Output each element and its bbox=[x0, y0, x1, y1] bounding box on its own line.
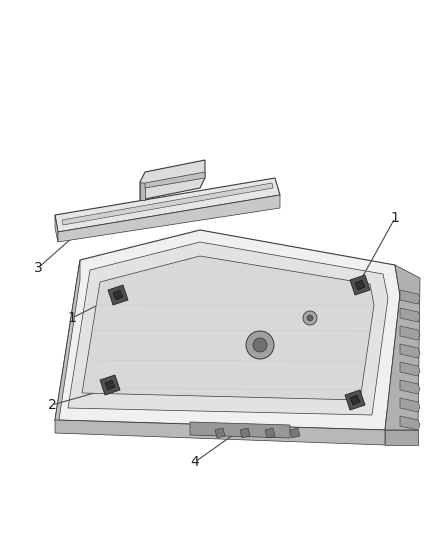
Polygon shape bbox=[400, 380, 420, 394]
Polygon shape bbox=[58, 195, 280, 242]
Polygon shape bbox=[140, 182, 145, 200]
Polygon shape bbox=[190, 422, 290, 438]
Polygon shape bbox=[105, 380, 115, 390]
Text: 4: 4 bbox=[191, 455, 199, 469]
Polygon shape bbox=[350, 395, 360, 405]
Polygon shape bbox=[55, 178, 280, 232]
Polygon shape bbox=[400, 398, 420, 412]
Polygon shape bbox=[140, 160, 205, 200]
Circle shape bbox=[253, 338, 267, 352]
Polygon shape bbox=[62, 183, 273, 225]
Polygon shape bbox=[345, 390, 365, 410]
Polygon shape bbox=[55, 260, 80, 433]
Polygon shape bbox=[108, 285, 128, 305]
Circle shape bbox=[303, 311, 317, 325]
Polygon shape bbox=[385, 430, 418, 445]
Polygon shape bbox=[400, 344, 420, 358]
Text: 3: 3 bbox=[34, 261, 42, 275]
Polygon shape bbox=[55, 420, 385, 445]
Polygon shape bbox=[400, 290, 420, 304]
Polygon shape bbox=[290, 428, 300, 438]
Text: 1: 1 bbox=[391, 211, 399, 225]
Polygon shape bbox=[240, 428, 250, 438]
Circle shape bbox=[307, 315, 313, 321]
Polygon shape bbox=[55, 230, 400, 430]
Polygon shape bbox=[350, 275, 370, 295]
Polygon shape bbox=[385, 265, 420, 430]
Circle shape bbox=[246, 331, 274, 359]
Polygon shape bbox=[400, 326, 420, 340]
Polygon shape bbox=[82, 256, 374, 400]
Polygon shape bbox=[400, 362, 420, 376]
Polygon shape bbox=[55, 215, 58, 242]
Polygon shape bbox=[355, 280, 365, 290]
Polygon shape bbox=[400, 416, 420, 430]
Polygon shape bbox=[100, 375, 120, 395]
Polygon shape bbox=[265, 428, 275, 438]
Polygon shape bbox=[68, 242, 388, 415]
Polygon shape bbox=[145, 172, 205, 188]
Polygon shape bbox=[113, 290, 123, 300]
Text: 1: 1 bbox=[67, 311, 77, 325]
Polygon shape bbox=[215, 428, 225, 438]
Text: 2: 2 bbox=[48, 398, 57, 412]
Polygon shape bbox=[400, 308, 420, 322]
